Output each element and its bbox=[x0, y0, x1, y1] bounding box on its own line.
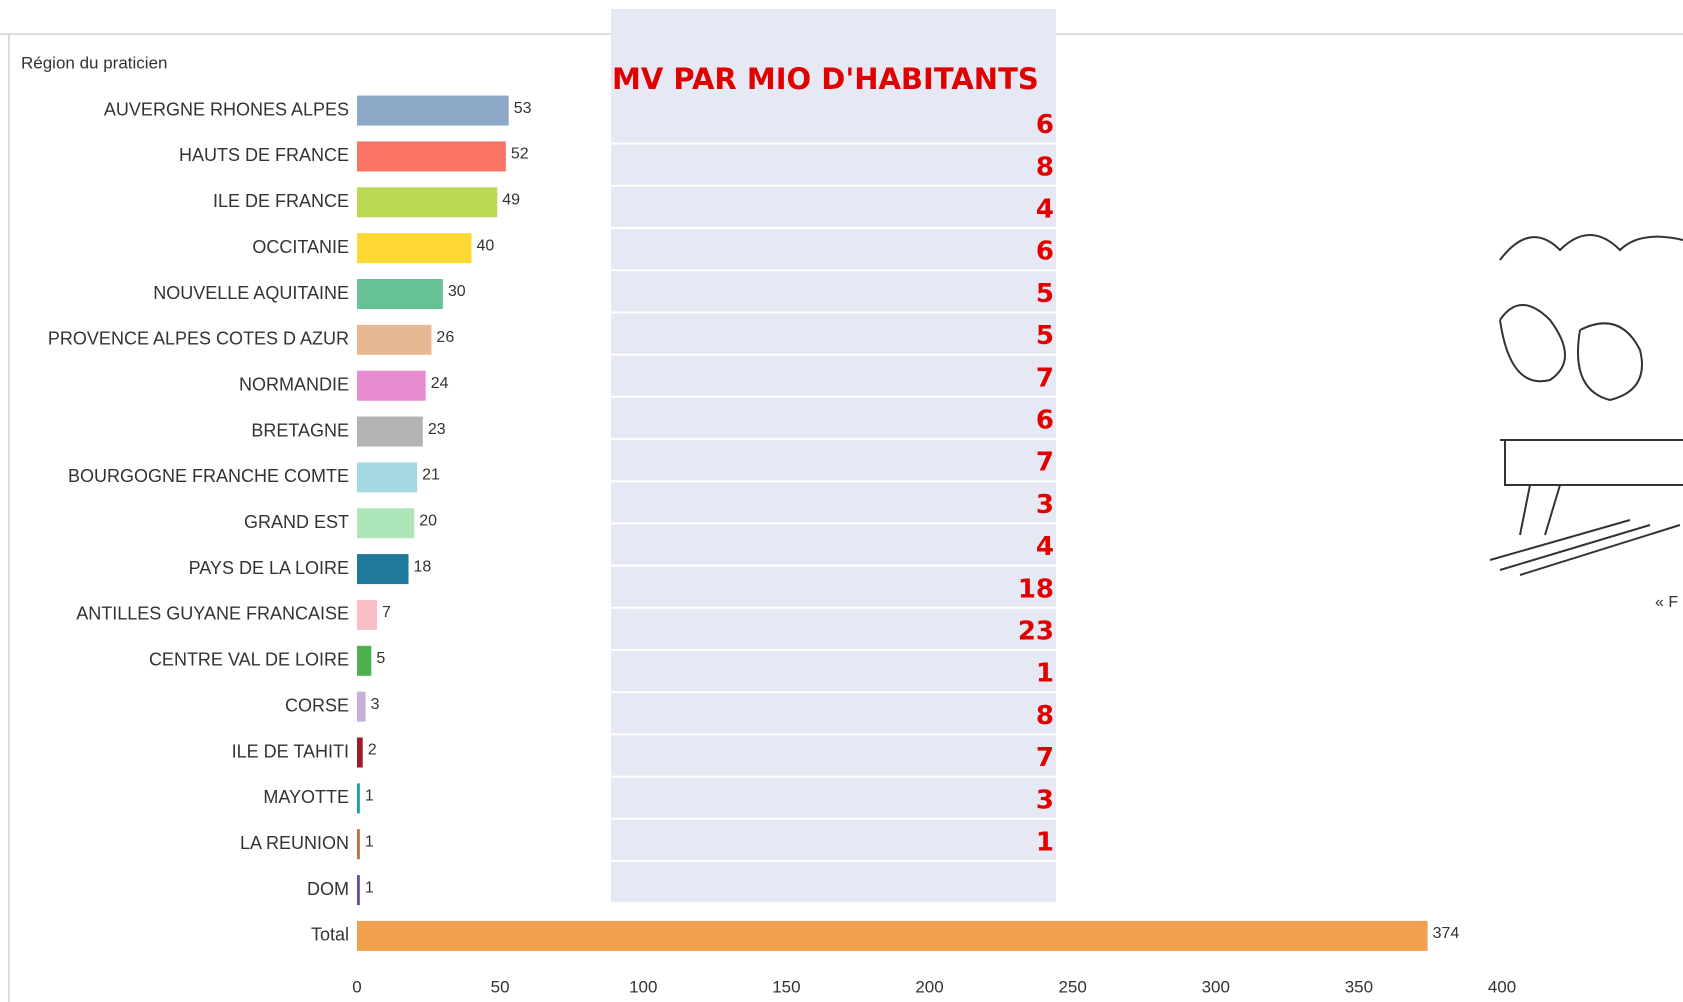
bar bbox=[357, 233, 472, 264]
table-value: 3 bbox=[1036, 490, 1054, 520]
table-value: 1 bbox=[1036, 828, 1054, 858]
bar bbox=[357, 645, 372, 676]
y-tick-label: DOM bbox=[307, 879, 349, 899]
y-tick-label: HAUTS DE FRANCE bbox=[179, 145, 349, 165]
x-tick-label: 200 bbox=[915, 977, 943, 996]
bar bbox=[357, 279, 443, 309]
y-tick-label: AUVERGNE RHONES ALPES bbox=[104, 99, 349, 119]
y-tick-label: CORSE bbox=[285, 695, 349, 715]
table-value: 18 bbox=[1018, 574, 1054, 604]
y-tick-label: GRAND EST bbox=[244, 512, 349, 532]
bar bbox=[357, 95, 509, 126]
table-value: 3 bbox=[1036, 785, 1054, 815]
data-label: 24 bbox=[431, 375, 449, 392]
data-label: 52 bbox=[511, 146, 529, 163]
data-label: 49 bbox=[502, 192, 520, 209]
y-tick-label: ANTILLES GUYANE FRANCAISE bbox=[76, 604, 349, 624]
table-value: 5 bbox=[1036, 321, 1054, 351]
table-value: 6 bbox=[1036, 406, 1054, 436]
table-value: 4 bbox=[1036, 532, 1054, 562]
bar bbox=[357, 783, 360, 814]
y-tick-label: BOURGOGNE FRANCHE COMTE bbox=[68, 466, 349, 486]
bar bbox=[357, 462, 418, 493]
data-label: 26 bbox=[436, 329, 454, 346]
bar bbox=[357, 691, 366, 722]
y-tick-label: ILE DE FRANCE bbox=[213, 191, 349, 211]
data-label: 18 bbox=[414, 558, 432, 575]
bar bbox=[357, 324, 432, 355]
table-value: 7 bbox=[1036, 448, 1054, 478]
x-tick-label: 50 bbox=[491, 977, 510, 996]
x-tick-label: 300 bbox=[1202, 977, 1230, 996]
data-label: 2 bbox=[368, 742, 377, 759]
y-tick-label: NORMANDIE bbox=[239, 374, 349, 394]
bar bbox=[357, 599, 378, 630]
bar bbox=[357, 370, 426, 401]
bar bbox=[357, 416, 423, 447]
data-label: 23 bbox=[428, 421, 446, 438]
data-label: 1 bbox=[365, 833, 374, 850]
y-tick-label: PROVENCE ALPES COTES D AZUR bbox=[48, 329, 349, 349]
bar bbox=[357, 737, 363, 768]
data-label: 30 bbox=[448, 283, 466, 300]
data-label: 7 bbox=[382, 604, 391, 621]
data-label: 374 bbox=[1433, 925, 1460, 942]
cartoon bbox=[1489, 234, 1683, 576]
table-header: MV PAR MIO D'HABITANTS bbox=[612, 62, 1039, 96]
x-tick-label: 250 bbox=[1058, 977, 1086, 996]
y-tick-label: CENTRE VAL DE LOIRE bbox=[149, 650, 349, 670]
y-tick-label: ILE DE TAHITI bbox=[232, 741, 349, 761]
y-tick-label: MAYOTTE bbox=[263, 787, 349, 807]
table-value: 7 bbox=[1036, 363, 1054, 393]
table-value: 8 bbox=[1036, 701, 1054, 731]
bar bbox=[357, 187, 498, 218]
table-value: 4 bbox=[1036, 195, 1054, 225]
bar bbox=[357, 554, 409, 585]
data-label: 5 bbox=[376, 650, 385, 667]
y-tick-label: LA REUNION bbox=[240, 833, 349, 853]
table-value: 5 bbox=[1036, 279, 1054, 309]
x-tick-label: 400 bbox=[1488, 977, 1516, 996]
x-tick-label: 100 bbox=[629, 977, 657, 996]
bar bbox=[357, 920, 1428, 951]
table-value: 6 bbox=[1036, 110, 1054, 140]
table-value: 23 bbox=[1018, 617, 1054, 647]
cartoon-caption: « F bbox=[1655, 594, 1678, 611]
bar bbox=[357, 829, 360, 860]
data-label: 3 bbox=[371, 696, 380, 713]
data-label: 1 bbox=[365, 788, 374, 805]
chart-title: Région du praticien bbox=[21, 53, 167, 72]
y-tick-label: NOUVELLE AQUITAINE bbox=[153, 283, 349, 303]
x-tick-label: 350 bbox=[1345, 977, 1373, 996]
table-value: 8 bbox=[1036, 152, 1054, 182]
y-tick-label: Total bbox=[311, 925, 349, 945]
table-value: 7 bbox=[1036, 743, 1054, 773]
table-value: 1 bbox=[1036, 659, 1054, 689]
data-label: 21 bbox=[422, 467, 440, 484]
table-value: 6 bbox=[1036, 237, 1054, 267]
data-label: 1 bbox=[365, 879, 374, 896]
y-tick-label: PAYS DE LA LOIRE bbox=[189, 558, 349, 578]
data-label: 53 bbox=[514, 100, 532, 117]
y-tick-label: BRETAGNE bbox=[251, 420, 349, 440]
bar bbox=[357, 508, 415, 539]
y-tick-label: OCCITANIE bbox=[252, 237, 349, 257]
bar bbox=[357, 875, 360, 906]
table-background bbox=[611, 9, 1056, 902]
data-label: 20 bbox=[419, 512, 437, 529]
bar bbox=[357, 141, 506, 172]
x-tick-label: 0 bbox=[352, 977, 361, 996]
data-label: 40 bbox=[477, 237, 495, 254]
x-tick-label: 150 bbox=[772, 977, 800, 996]
